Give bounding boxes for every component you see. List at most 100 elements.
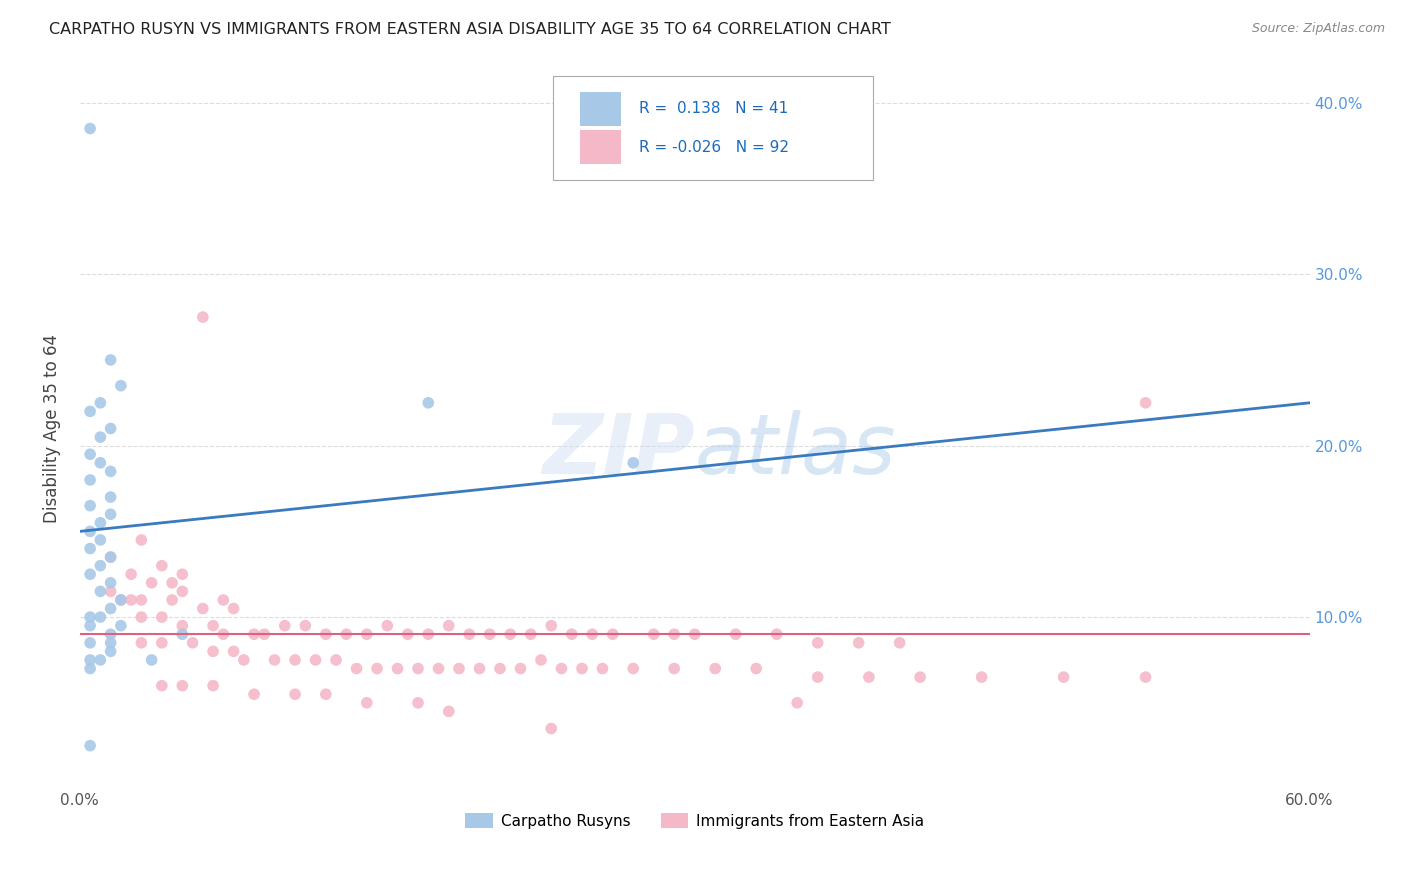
Point	[79, 404, 101, 418]
Point	[664, 627, 686, 641]
FancyBboxPatch shape	[581, 129, 621, 164]
Point	[786, 696, 808, 710]
Point	[427, 661, 450, 675]
Point	[571, 661, 593, 675]
Text: R =  0.138   N = 41: R = 0.138 N = 41	[640, 102, 789, 116]
Point	[141, 575, 163, 590]
Point	[561, 627, 583, 641]
Point	[181, 636, 204, 650]
Point	[191, 310, 214, 324]
Point	[79, 447, 101, 461]
Point	[100, 627, 122, 641]
Point	[602, 627, 624, 641]
Point	[202, 618, 225, 632]
Point	[89, 653, 111, 667]
Point	[406, 696, 429, 710]
Point	[100, 353, 122, 368]
Point	[79, 636, 101, 650]
Point	[418, 396, 440, 410]
Point	[664, 661, 686, 675]
Point	[89, 558, 111, 573]
Point	[100, 490, 122, 504]
Point	[304, 653, 326, 667]
Point	[120, 593, 142, 607]
Point	[418, 627, 440, 641]
Point	[89, 396, 111, 410]
Point	[704, 661, 727, 675]
Point	[530, 653, 553, 667]
Text: CARPATHO RUSYN VS IMMIGRANTS FROM EASTERN ASIA DISABILITY AGE 35 TO 64 CORRELATI: CARPATHO RUSYN VS IMMIGRANTS FROM EASTER…	[49, 22, 891, 37]
Legend: Carpatho Rusyns, Immigrants from Eastern Asia: Carpatho Rusyns, Immigrants from Eastern…	[460, 806, 931, 835]
Point	[100, 584, 122, 599]
Point	[89, 610, 111, 624]
Point	[683, 627, 706, 641]
Point	[110, 593, 132, 607]
Point	[110, 378, 132, 392]
Point	[889, 636, 911, 650]
Point	[120, 567, 142, 582]
Point	[100, 507, 122, 521]
Point	[447, 661, 470, 675]
Point	[79, 618, 101, 632]
Point	[202, 679, 225, 693]
Point	[79, 567, 101, 582]
Point	[202, 644, 225, 658]
Point	[100, 550, 122, 565]
Point	[172, 567, 194, 582]
Point	[243, 627, 266, 641]
Point	[591, 661, 613, 675]
Point	[284, 653, 307, 667]
Point	[848, 636, 870, 650]
Point	[100, 421, 122, 435]
Point	[1135, 396, 1157, 410]
Point	[172, 618, 194, 632]
Point	[253, 627, 276, 641]
Point	[100, 601, 122, 615]
Point	[79, 121, 101, 136]
Point	[100, 464, 122, 478]
Point	[160, 575, 183, 590]
Point	[315, 687, 337, 701]
Point	[499, 627, 522, 641]
Point	[621, 456, 644, 470]
Point	[100, 636, 122, 650]
Point	[89, 430, 111, 444]
Point	[807, 636, 830, 650]
FancyBboxPatch shape	[554, 76, 873, 180]
Point	[79, 653, 101, 667]
Point	[509, 661, 531, 675]
FancyBboxPatch shape	[581, 92, 621, 126]
Point	[581, 627, 603, 641]
Text: atlas: atlas	[695, 409, 896, 491]
Point	[243, 687, 266, 701]
Point	[540, 618, 562, 632]
Point	[970, 670, 993, 684]
Text: R = -0.026   N = 92: R = -0.026 N = 92	[640, 139, 789, 154]
Point	[222, 601, 245, 615]
Point	[387, 661, 409, 675]
Point	[79, 610, 101, 624]
Point	[100, 644, 122, 658]
Point	[765, 627, 787, 641]
Point	[79, 541, 101, 556]
Point	[437, 618, 460, 632]
Point	[222, 644, 245, 658]
Point	[519, 627, 541, 641]
Point	[131, 593, 153, 607]
Point	[191, 601, 214, 615]
Point	[141, 653, 163, 667]
Point	[346, 661, 368, 675]
Point	[550, 661, 572, 675]
Point	[724, 627, 747, 641]
Point	[172, 627, 194, 641]
Point	[396, 627, 419, 641]
Point	[356, 696, 378, 710]
Point	[437, 705, 460, 719]
Point	[540, 722, 562, 736]
Point	[489, 661, 512, 675]
Point	[468, 661, 491, 675]
Point	[212, 593, 235, 607]
Point	[150, 558, 173, 573]
Text: ZIP: ZIP	[543, 409, 695, 491]
Point	[89, 584, 111, 599]
